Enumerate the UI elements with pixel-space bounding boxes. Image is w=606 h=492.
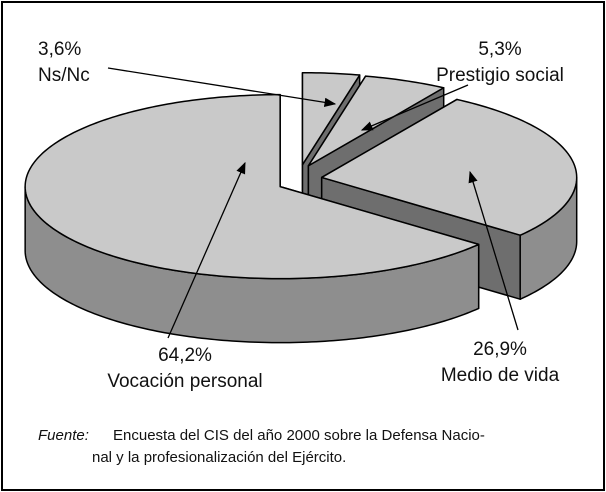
pointer — [360, 84, 469, 131]
slice — [307, 75, 445, 167]
source-label: Fuente: — [38, 427, 89, 444]
category-label: Prestigio social — [436, 65, 564, 86]
pointer — [468, 170, 519, 331]
slice — [320, 98, 578, 236]
value-label: 64,2% — [158, 345, 212, 366]
category-label: Medio de vida — [441, 365, 560, 386]
category-label: Vocación personal — [107, 371, 262, 392]
source-line: nal y la profesionalización del Ejército… — [92, 449, 346, 466]
pointer — [167, 161, 246, 339]
value-label: 26,9% — [473, 339, 527, 360]
value-label: 5,3% — [478, 39, 521, 60]
slice — [24, 93, 480, 280]
slice — [301, 71, 361, 166]
value-label: 3,6% — [38, 39, 81, 60]
category-label: Ns/Nc — [38, 65, 90, 86]
source-line: Encuesta del CIS del año 2000 sobre la D… — [113, 427, 485, 444]
pointer — [107, 67, 337, 107]
